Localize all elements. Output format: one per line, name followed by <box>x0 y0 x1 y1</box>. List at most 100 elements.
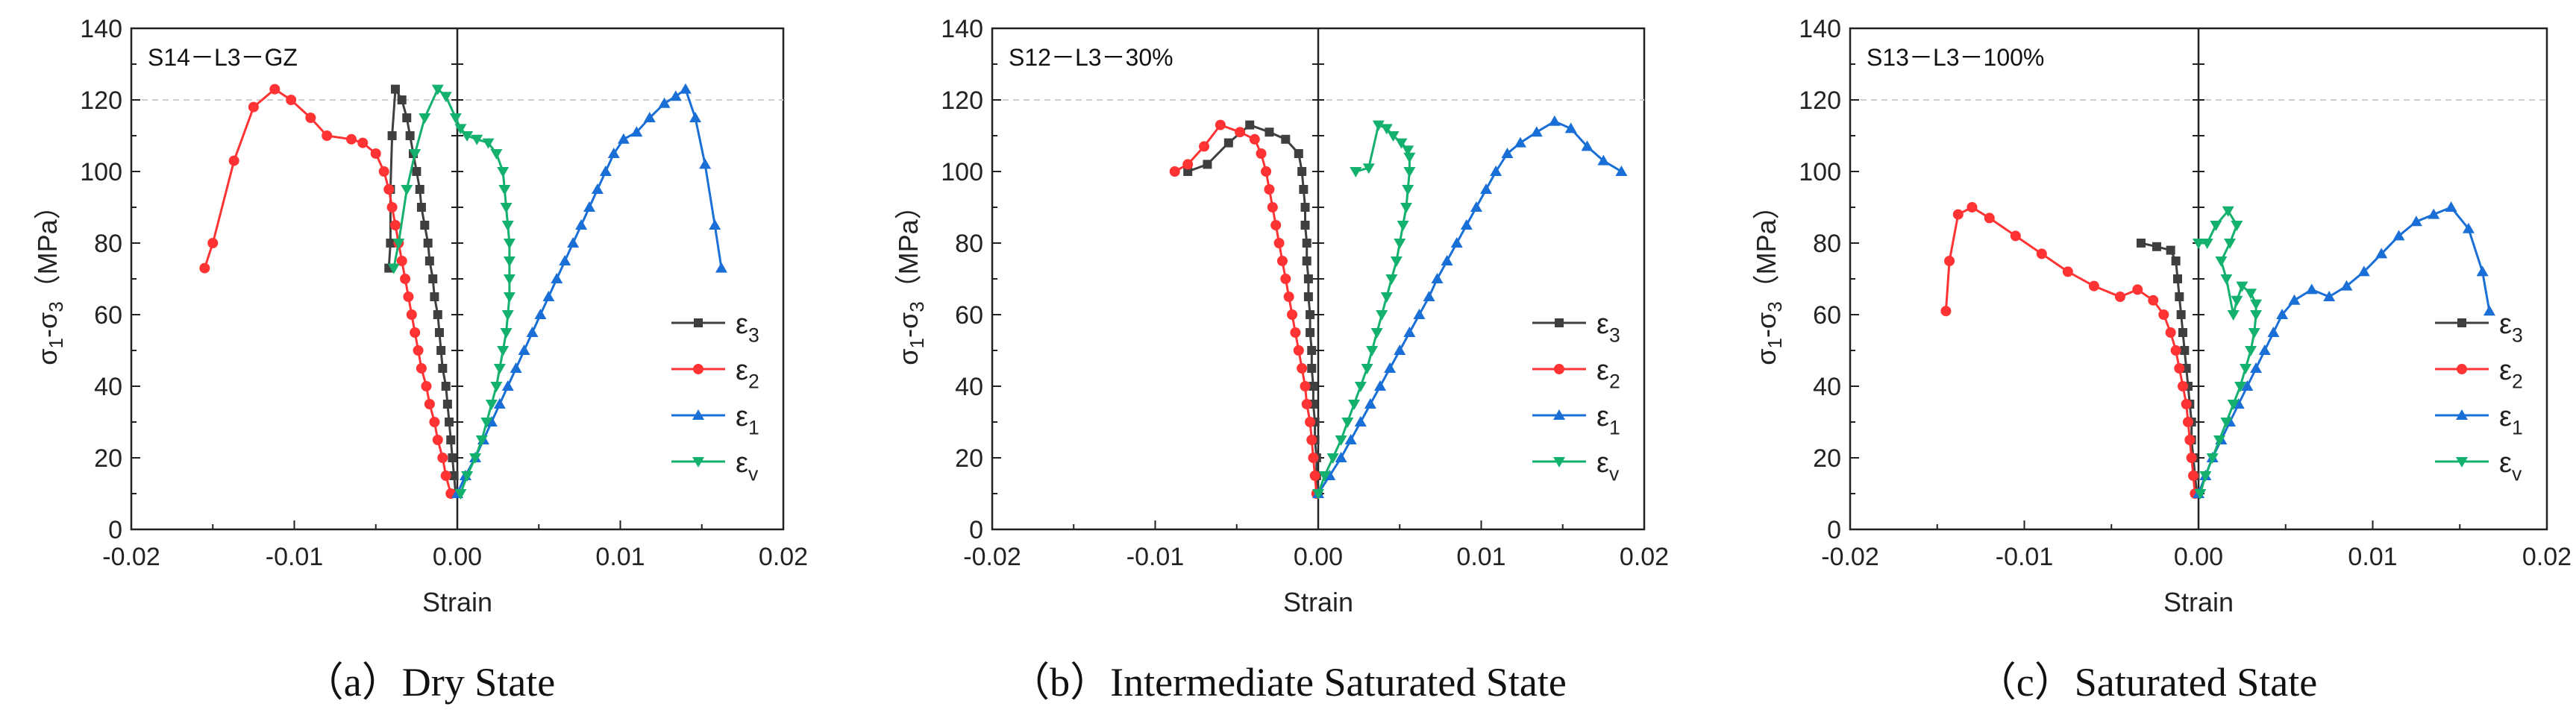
data-point <box>413 345 424 356</box>
x-axis-label: Strain <box>422 587 492 617</box>
legend-label: ε2 <box>2499 355 2523 392</box>
data-point <box>2186 453 2197 463</box>
data-point <box>1402 185 1414 195</box>
y-tick-label: 140 <box>1799 15 1841 43</box>
data-point <box>2181 399 2192 409</box>
legend-label: ε3 <box>1596 309 1620 346</box>
legend-label: εv <box>1596 447 1620 485</box>
data-point <box>669 90 682 101</box>
data-point <box>2250 362 2263 373</box>
data-point <box>482 138 495 149</box>
data-point <box>1290 327 1301 338</box>
data-point <box>2240 364 2252 374</box>
data-point <box>424 399 435 409</box>
data-point <box>2220 274 2233 285</box>
data-point <box>429 417 440 427</box>
data-point <box>643 112 656 122</box>
data-point <box>2231 221 2243 231</box>
data-point <box>2180 346 2190 355</box>
series-ε2 <box>199 84 457 499</box>
data-point <box>689 112 702 122</box>
legend-label: ε1 <box>736 401 759 438</box>
data-point <box>490 382 503 392</box>
data-point <box>2357 265 2370 277</box>
series-line <box>1317 123 1411 494</box>
data-point <box>1361 364 1373 374</box>
data-point <box>1530 126 1543 137</box>
data-point <box>1423 291 1435 301</box>
data-point <box>480 418 493 428</box>
y-tick-label: 100 <box>1799 158 1841 186</box>
data-point <box>2176 310 2186 319</box>
legend: ε3 ε2 ε1 εv <box>671 309 759 485</box>
data-point <box>542 291 555 301</box>
data-point <box>2428 208 2440 219</box>
data-point <box>599 166 612 176</box>
series-line <box>387 85 457 494</box>
data-point <box>1548 115 1561 126</box>
data-point <box>1376 310 1388 321</box>
data-point <box>2152 242 2161 251</box>
data-point <box>386 202 398 213</box>
y-axis-label: σ1-σ3（MPa） <box>32 192 67 365</box>
data-point <box>1354 382 1367 392</box>
data-point <box>433 310 442 319</box>
x-axis-label: Strain <box>2163 587 2234 617</box>
data-point <box>1183 167 1193 176</box>
data-point <box>497 346 510 356</box>
data-point <box>1364 398 1376 409</box>
legend-label: ε1 <box>2499 401 2523 438</box>
y-tick-label: 40 <box>955 373 983 401</box>
data-point <box>1309 470 1320 481</box>
data-point <box>228 155 239 166</box>
data-point <box>322 130 333 141</box>
legend-label: εv <box>2499 447 2522 485</box>
y-tick-label: 140 <box>941 15 983 43</box>
data-point <box>386 239 395 248</box>
data-point <box>1387 131 1400 142</box>
data-point <box>2166 245 2175 255</box>
data-point <box>409 149 422 160</box>
legend-label: ε1 <box>1596 401 1620 438</box>
data-point <box>2462 222 2475 233</box>
data-point <box>2088 280 2099 292</box>
data-point <box>2236 281 2248 292</box>
y-tick-label: 100 <box>941 158 983 186</box>
data-point <box>441 382 451 391</box>
data-point <box>1344 434 1357 444</box>
series-line <box>2197 206 2491 494</box>
legend-label: ε2 <box>736 355 759 392</box>
data-point <box>1203 160 1212 169</box>
y-tick-label: 20 <box>1813 444 1841 473</box>
data-point <box>1270 220 1282 230</box>
data-point <box>1256 148 1267 159</box>
data-point <box>1283 292 1294 302</box>
data-point <box>607 148 620 158</box>
data-point <box>1303 292 1313 301</box>
data-point <box>471 134 483 145</box>
data-point <box>591 183 604 194</box>
data-point <box>1480 183 1493 194</box>
x-tick-label: 0.01 <box>1456 543 1505 571</box>
x-tick-label: 0.00 <box>433 543 482 571</box>
data-point <box>2276 309 2289 319</box>
data-point <box>2199 471 2212 482</box>
data-point <box>1350 167 1362 177</box>
y-tick-label: 20 <box>94 444 122 473</box>
data-point <box>448 453 457 462</box>
data-point <box>1300 381 1311 391</box>
series-εv <box>387 84 515 500</box>
data-point <box>2375 248 2388 259</box>
data-point <box>1215 119 1226 130</box>
data-point <box>1306 310 1315 319</box>
x-tick-label: 0.01 <box>595 543 645 571</box>
data-point <box>485 400 498 410</box>
data-point <box>1354 416 1367 426</box>
data-point <box>1395 138 1408 149</box>
data-point <box>1384 362 1397 373</box>
data-point <box>400 274 411 284</box>
y-tick-label: 0 <box>108 516 122 544</box>
data-point <box>1287 309 1298 320</box>
data-point <box>1984 213 1995 224</box>
data-point <box>402 113 412 122</box>
